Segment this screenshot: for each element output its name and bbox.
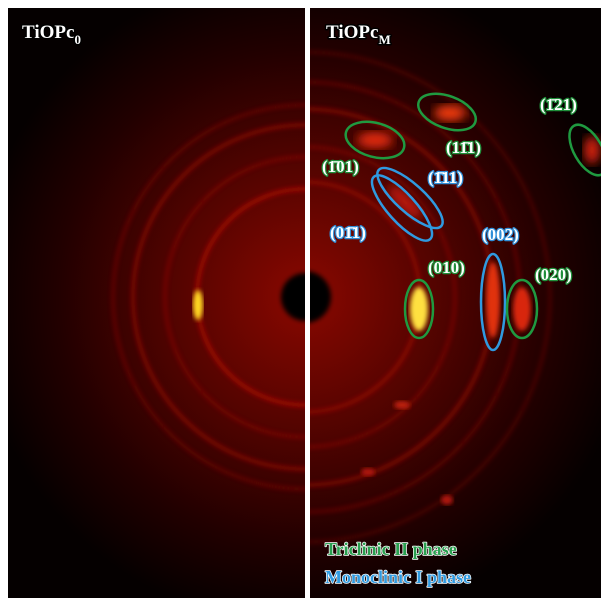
legend-entry: Monoclinic I phase (325, 567, 471, 587)
annotation-label: (11̄1) (446, 138, 481, 157)
figure: TiOPc0 TiOPcM (1̄01) (11̄1) (1̄21) ( (0, 0, 603, 604)
annotation-label: (1̄11) (428, 168, 463, 187)
annotation-label: (020) (535, 265, 572, 284)
annotation-label: (1̄21) (540, 95, 577, 114)
annotation-label: (1̄01) (322, 157, 359, 176)
legend-entry: Triclinic II phase (325, 539, 457, 559)
annotation-label: (01̄1) (330, 223, 366, 242)
annotation-label: (010) (428, 258, 465, 277)
divider (305, 8, 310, 598)
annotation-label: (002) (482, 225, 519, 244)
